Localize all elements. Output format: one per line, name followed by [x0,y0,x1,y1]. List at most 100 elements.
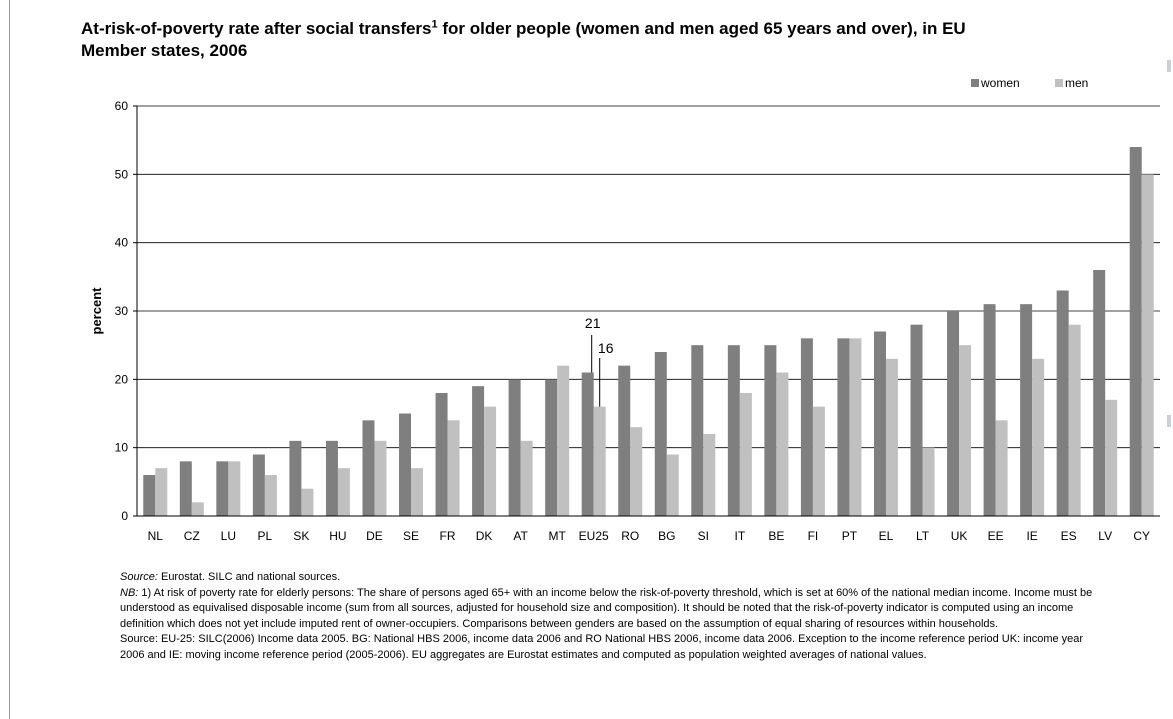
y-tick-label: 10 [115,441,129,455]
legend: women men [971,76,1088,90]
y-tick-label: 40 [115,236,129,250]
bar-men-lu [228,461,241,516]
bar-women-eu25 [581,372,594,516]
bar-men-se [411,468,424,516]
chart-title-main: At-risk-of-poverty rate after social tra… [81,19,432,38]
x-tick-label: RO [621,529,639,543]
bar-women-hu [325,440,338,516]
bar-men-ee [995,420,1008,516]
x-tick-label: EL [879,529,894,543]
chart-notes: Source: Eurostat. SILC and national sour… [120,570,1100,664]
bar-women-lu [216,461,229,516]
x-tick-label: BE [768,529,784,543]
x-tick-label: LV [1098,529,1112,543]
x-tick-label: LT [916,529,930,543]
y-axis-label: percent [89,287,104,335]
scroll-marker [1167,415,1171,427]
y-tick-label: 20 [115,372,129,386]
x-tick-label: UK [951,529,968,543]
y-tick-label: 50 [115,167,129,181]
annotation-women-value: 21 [585,315,601,331]
axes [136,106,1160,517]
bar-women-fr [435,393,448,516]
x-tick-label: NL [148,529,164,543]
bar-men-bg [666,454,679,516]
bar-men-eu25 [593,406,606,516]
bar-women-cy [1129,147,1142,516]
nb-label: NB: [120,586,139,599]
source-label: Source: [120,571,158,583]
x-tick-label: BG [658,529,675,543]
source2-note: Source: EU-25: SILC(2006) Income data 20… [120,633,1084,661]
bar-women-at [508,379,521,516]
bar-women-ee [983,304,996,516]
bar-women-ro [618,365,631,516]
x-tick-label: ES [1061,529,1077,543]
x-tick-label: AT [513,529,528,543]
y-tick-label: 60 [115,99,129,113]
bar-men-ie [1032,358,1045,516]
bar-men-es [1068,324,1081,516]
x-tick-label: IE [1026,529,1037,543]
source-note: Source: Eurostat. SILC and national sour… [120,570,1100,586]
bars [143,147,1154,517]
x-tick-label: PL [258,529,273,543]
bar-men-de [374,440,387,516]
bar-men-pt [849,338,862,516]
bar-men-fr [447,420,460,516]
bar-women-bg [654,352,667,516]
bar-men-si [703,434,716,516]
bar-women-es [1056,290,1069,516]
chart-title-footnote-mark: 1 [431,18,438,31]
bar-women-se [399,413,412,516]
x-tick-label: IT [735,529,746,543]
bar-men-dk [484,406,497,516]
scroll-marker [1167,60,1171,72]
bar-women-ie [1020,304,1033,516]
bar-women-pt [837,338,850,516]
x-tick-label: EE [988,529,1004,543]
tick-labels: 0 10 20 30 40 50 60 NL CZ LU PL SK HU DE SE FR DK AT MT EU2… [115,99,1150,543]
y-tick-label: 0 [121,509,128,523]
x-tick-label: PT [842,529,858,543]
legend-label-women: women [980,76,1020,90]
bar-women-nl [143,475,156,516]
x-tick-label: HU [329,529,346,543]
bar-men-fi [812,406,825,516]
bar-men-be [776,372,789,516]
bar-men-sk [301,488,314,516]
source-text: Eurostat. SILC and national sources. [157,571,341,583]
x-tick-label: FI [808,529,819,543]
bar-women-pl [252,454,265,516]
legend-swatch-women [971,79,979,87]
nb-text: 1) At risk of poverty rate for elderly p… [120,586,1093,630]
bar-men-mt [557,365,570,516]
x-tick-label: DE [366,529,383,543]
bar-women-it [727,345,740,516]
bar-women-uk [947,311,960,516]
legend-swatch-men [1055,79,1063,87]
page-left-rule [9,0,10,719]
bar-women-mt [545,379,558,516]
bar-women-lv [1093,270,1106,516]
bar-men-ro [630,427,643,516]
bar-men-hu [337,468,350,516]
bar-chart: 0 10 20 30 40 50 60 NL CZ LU PL SK HU DE SE FR DK AT MT EU2… [89,76,1160,543]
annotations: 21 16 [585,315,614,407]
nb-note: NB: 1) At risk of poverty rate for elder… [120,586,1100,633]
bar-women-si [691,345,704,516]
x-tick-label: CY [1133,529,1150,543]
chart-title-rest: for older people (women and men aged 65 … [81,19,966,60]
bar-women-fi [800,338,813,516]
bar-men-pl [264,475,277,516]
bar-women-dk [472,386,485,516]
x-tick-label: DK [476,529,493,543]
bar-women-be [764,345,777,516]
bar-women-sk [289,440,302,516]
bar-women-cz [179,461,192,516]
x-tick-label: EU25 [579,529,609,543]
chart-title: At-risk-of-poverty rate after social tra… [81,18,1001,62]
x-tick-label: SK [293,529,309,543]
bar-men-el [885,358,898,516]
x-tick-label: CZ [184,529,200,543]
